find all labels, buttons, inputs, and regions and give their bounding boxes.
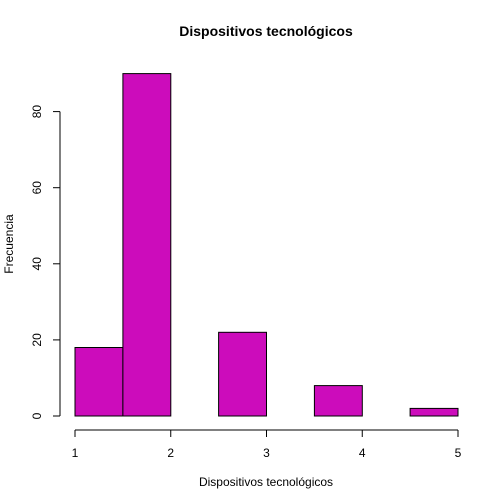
y-tick-label: 0 xyxy=(30,412,44,419)
x-axis: 1 2 3 4 5 xyxy=(72,429,462,460)
x-axis-label: Dispositivos tecnológicos xyxy=(199,475,333,489)
x-tick-label: 1 xyxy=(72,446,79,460)
histogram-bar xyxy=(313,385,363,417)
histogram-bar xyxy=(122,73,172,417)
y-axis: 0 20 40 60 80 xyxy=(30,105,61,419)
bars-group xyxy=(74,73,459,417)
y-tick-label: 80 xyxy=(30,105,44,119)
y-axis-label: Frecuencia xyxy=(2,214,16,274)
histogram-bar xyxy=(409,407,459,417)
x-tick-label: 4 xyxy=(359,446,366,460)
x-tick-label: 2 xyxy=(167,446,174,460)
y-tick-label: 40 xyxy=(30,257,44,271)
x-tick-label: 5 xyxy=(455,446,462,460)
histogram-bar xyxy=(74,347,124,417)
y-tick-label: 20 xyxy=(30,333,44,347)
chart-title: Dispositivos tecnológicos xyxy=(179,23,353,39)
histogram-bar xyxy=(218,331,268,417)
x-tick-label: 3 xyxy=(263,446,270,460)
y-tick-label: 60 xyxy=(30,181,44,195)
